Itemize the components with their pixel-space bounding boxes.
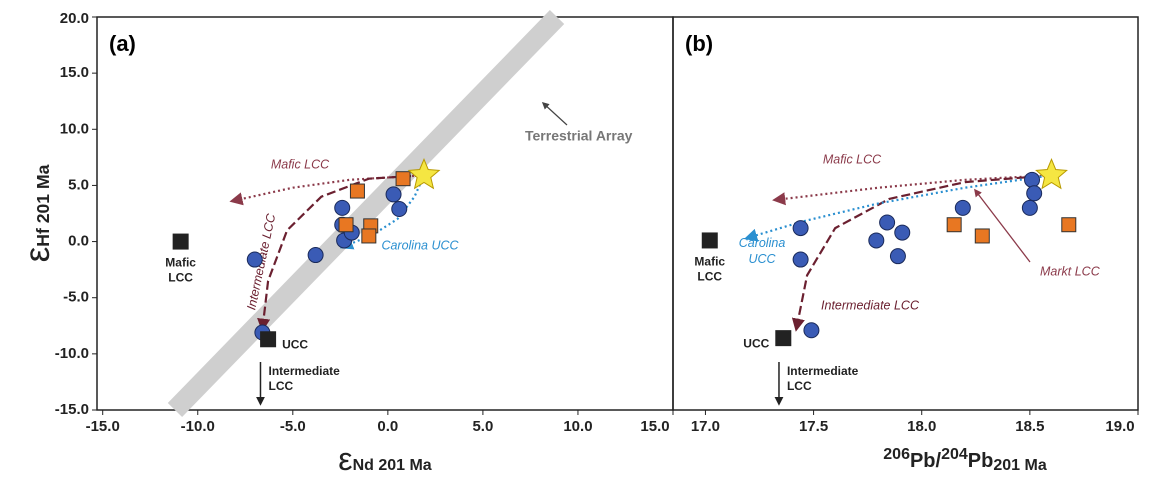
sample-point <box>954 199 971 216</box>
axis-label-part: Nd 201 Ma <box>353 457 432 474</box>
sample-square <box>1061 217 1077 233</box>
y-tick-label: 0.0 <box>68 233 89 250</box>
axis-label-part: ε <box>18 246 57 262</box>
curve-label: Carolina UCC <box>739 236 786 266</box>
mixing-curve <box>772 174 1052 206</box>
mixing-curve <box>743 174 1052 242</box>
endmember <box>260 331 277 348</box>
sample-square <box>946 217 962 233</box>
endmember-label: Mafic <box>165 256 196 270</box>
axis-label: εHf 201 Ma <box>18 164 57 262</box>
offscale-label: Intermediate <box>787 364 859 378</box>
offscale-label: Intermediate <box>268 364 340 378</box>
sample-point <box>889 248 906 265</box>
y-tick-label: -10.0 <box>55 345 89 362</box>
x-tick-label: 17.5 <box>799 418 828 435</box>
endmember <box>775 330 792 347</box>
endmember-label: Mafic <box>694 255 725 269</box>
band-label: Terrestrial Array <box>525 128 633 144</box>
plot-frame <box>672 16 1139 411</box>
pointer-label: Markt LCC <box>1040 264 1101 278</box>
sample-square <box>338 217 354 233</box>
endmember-label: UCC <box>282 337 308 351</box>
x-tick-label: -10.0 <box>181 418 215 435</box>
sample-point <box>792 220 809 237</box>
sample-square <box>361 228 377 244</box>
axis-label-part: ε <box>338 441 352 477</box>
source-star <box>1035 157 1068 190</box>
panel-label: (a) <box>109 31 136 56</box>
sample-point <box>879 214 896 231</box>
sample-square <box>974 228 990 244</box>
sample-point <box>246 251 263 268</box>
endmember <box>701 232 718 249</box>
axis-label-part: 204 <box>941 446 968 463</box>
axis-label-part: Pb/ <box>910 450 942 472</box>
terrestrial-array <box>167 10 565 417</box>
sample-square <box>349 183 365 199</box>
x-tick-label: 15.0 <box>640 418 669 435</box>
endmember-label: UCC <box>743 336 769 350</box>
curve-label: Intermediate LCC <box>821 298 920 312</box>
x-tick-label: 18.5 <box>1015 418 1044 435</box>
y-tick-label: 5.0 <box>68 176 89 193</box>
x-tick-label: -5.0 <box>280 418 306 435</box>
x-tick-label: 10.0 <box>563 418 592 435</box>
sample-point <box>803 322 820 339</box>
endmember <box>172 233 189 250</box>
sample-point <box>391 201 408 218</box>
axis-label: εNd 201 Ma <box>338 441 432 477</box>
sample-point <box>1024 171 1041 188</box>
x-tick-label: 18.0 <box>907 418 936 435</box>
sample-point <box>334 199 351 216</box>
sample-square <box>395 171 411 187</box>
axis-label-part: 201 Ma <box>993 457 1046 474</box>
sample-point <box>792 251 809 268</box>
y-tick-label: 20.0 <box>60 10 89 27</box>
x-tick-label: 5.0 <box>472 418 493 435</box>
offscale-label: LCC <box>787 379 812 393</box>
curve-label: Mafic LCC <box>823 152 882 166</box>
offscale-label: LCC <box>268 379 293 393</box>
x-tick-label: 17.0 <box>691 418 720 435</box>
curve-label: Carolina UCC <box>381 238 459 252</box>
x-tick-label: -15.0 <box>86 418 120 435</box>
axis-label: 206Pb/204Pb201 Ma <box>883 446 1047 474</box>
endmember-label: LCC <box>697 270 722 284</box>
panel: 17.0 17.5 18.0 18.5 19.0(b)Mafic LCCIntermed… <box>672 16 1139 435</box>
band-pointer <box>541 102 568 126</box>
curve-label-line: UCC <box>748 252 776 266</box>
sample-point <box>1021 199 1038 216</box>
y-tick-label: 10.0 <box>60 120 89 137</box>
source-star <box>407 157 441 190</box>
y-tick-label: 15.0 <box>60 64 89 81</box>
sample-point <box>385 186 402 203</box>
x-tick-label: 19.0 <box>1105 418 1134 435</box>
y-tick-label: -5.0 <box>63 289 89 306</box>
y-tick-label: -15.0 <box>55 401 89 418</box>
plot-frame <box>96 16 674 411</box>
curve-label: Mafic LCC <box>271 157 330 171</box>
mixing-curve <box>791 174 1052 332</box>
x-tick-label: 0.0 <box>377 418 398 435</box>
curve-label-line: Carolina <box>739 236 786 250</box>
panel-label: (b) <box>685 31 713 56</box>
pointer-line <box>974 188 1031 263</box>
sample-point <box>307 247 324 264</box>
axis-label-part: 206 <box>883 446 910 463</box>
sample-point <box>868 232 885 249</box>
mixing-curve <box>257 174 425 332</box>
endmember-label: LCC <box>168 271 193 285</box>
axis-label-part: Hf 201 Ma <box>33 164 53 246</box>
panel: Terrestrial Array -15.0 -10.0 -5.0 0.0 5.0 10.… <box>55 10 674 435</box>
axis-label-part: Pb <box>968 450 994 472</box>
sample-point <box>1026 185 1043 202</box>
sample-point <box>894 224 911 241</box>
